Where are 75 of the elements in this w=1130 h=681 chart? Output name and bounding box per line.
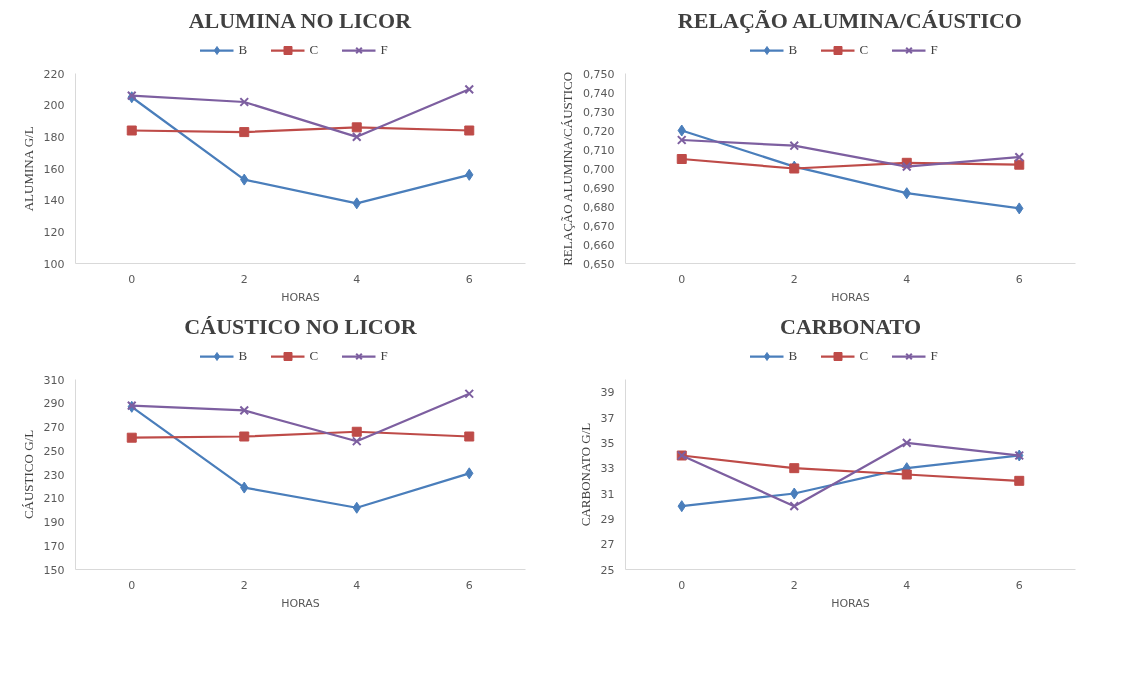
x-tick-label: 2 xyxy=(240,578,248,592)
legend-label: C xyxy=(309,42,320,58)
y-tick-label: 37 xyxy=(600,411,615,425)
legend-label: C xyxy=(309,348,320,364)
y-tick-label: 200 xyxy=(43,99,65,113)
y-tick-label: 120 xyxy=(43,225,65,239)
y-tick-label: 0,750 xyxy=(583,67,615,81)
legend-label: B xyxy=(788,42,799,58)
y-tick-label: 0,710 xyxy=(583,143,615,157)
x-tick-label: 6 xyxy=(465,272,473,286)
x-tick-label: 6 xyxy=(1015,578,1023,592)
y-tick-label: 0,650 xyxy=(583,257,615,271)
y-tick-label: 31 xyxy=(600,487,615,501)
y-tick-label: 27 xyxy=(600,538,615,552)
y-tick-label: 210 xyxy=(43,492,65,506)
chart-title: CÁUSTICO NO LICOR xyxy=(184,313,418,339)
x-axis-title: HORAS xyxy=(281,596,320,610)
y-tick-label: 0,670 xyxy=(583,219,615,233)
y-tick-label: 100 xyxy=(43,257,65,271)
x-axis-title: HORAS xyxy=(831,290,870,304)
y-tick-label: 250 xyxy=(43,444,65,458)
x-tick-label: 2 xyxy=(240,272,248,286)
legend-label: F xyxy=(380,348,389,364)
x-tick-label: 0 xyxy=(678,578,686,592)
y-tick-label: 35 xyxy=(600,436,615,450)
y-tick-label: 170 xyxy=(43,539,65,553)
x-tick-label: 2 xyxy=(790,272,798,286)
x-tick-label: 4 xyxy=(903,272,911,286)
legend-label: F xyxy=(380,42,389,58)
y-axis-title: ALUMINA G/L xyxy=(20,126,36,212)
y-tick-label: 0,680 xyxy=(583,200,615,214)
y-tick-label: 180 xyxy=(43,130,65,144)
y-tick-label: 220 xyxy=(43,67,65,81)
y-axis-title: CARBONATO G/L xyxy=(577,422,593,527)
y-tick-label: 39 xyxy=(600,386,615,400)
legend-label: C xyxy=(859,42,870,58)
x-axis-title: HORAS xyxy=(831,596,870,610)
y-tick-label: 0,730 xyxy=(583,105,615,119)
y-tick-label: 0,700 xyxy=(583,162,615,176)
y-tick-label: 140 xyxy=(43,194,65,208)
y-tick-label: 230 xyxy=(43,468,65,482)
chart-title: RELAÇÃO ALUMINA/CÁUSTICO xyxy=(677,7,1022,33)
x-tick-label: 0 xyxy=(128,272,136,286)
x-tick-label: 2 xyxy=(790,578,798,592)
x-tick-label: 6 xyxy=(1015,272,1023,286)
y-tick-label: 0,690 xyxy=(583,181,615,195)
x-tick-label: 0 xyxy=(128,578,136,592)
legend-label: F xyxy=(930,42,939,58)
x-axis-title: HORAS xyxy=(281,290,320,304)
y-tick-label: 33 xyxy=(600,462,615,476)
x-tick-label: 4 xyxy=(903,578,911,592)
y-tick-label: 25 xyxy=(600,563,615,577)
y-tick-label: 290 xyxy=(43,397,65,411)
legend-label: B xyxy=(238,42,249,58)
y-tick-label: 29 xyxy=(600,512,615,526)
y-tick-label: 160 xyxy=(43,162,65,176)
x-tick-label: 4 xyxy=(353,578,361,592)
y-tick-label: 190 xyxy=(43,516,65,529)
legend-label: F xyxy=(930,348,939,364)
y-axis-title: RELAÇÃO ALUMINA/CÁUSTICO xyxy=(560,71,576,266)
chart-title: ALUMINA NO LICOR xyxy=(188,7,413,33)
y-tick-label: 270 xyxy=(43,421,65,434)
y-tick-label: 310 xyxy=(43,373,65,387)
legend-label: B xyxy=(238,348,249,364)
x-tick-label: 6 xyxy=(465,578,473,592)
y-tick-label: 150 xyxy=(43,563,65,577)
legend-label: B xyxy=(788,348,799,364)
x-tick-label: 4 xyxy=(353,272,361,286)
chart-title: CARBONATO xyxy=(780,313,921,339)
y-tick-label: 0,660 xyxy=(583,238,615,252)
y-tick-label: 0,740 xyxy=(583,86,615,100)
legend-label: C xyxy=(859,348,870,364)
y-tick-label: 0,720 xyxy=(583,124,615,138)
x-tick-label: 0 xyxy=(678,272,686,286)
y-axis-title: CÁUSTICO G/L xyxy=(20,429,36,520)
